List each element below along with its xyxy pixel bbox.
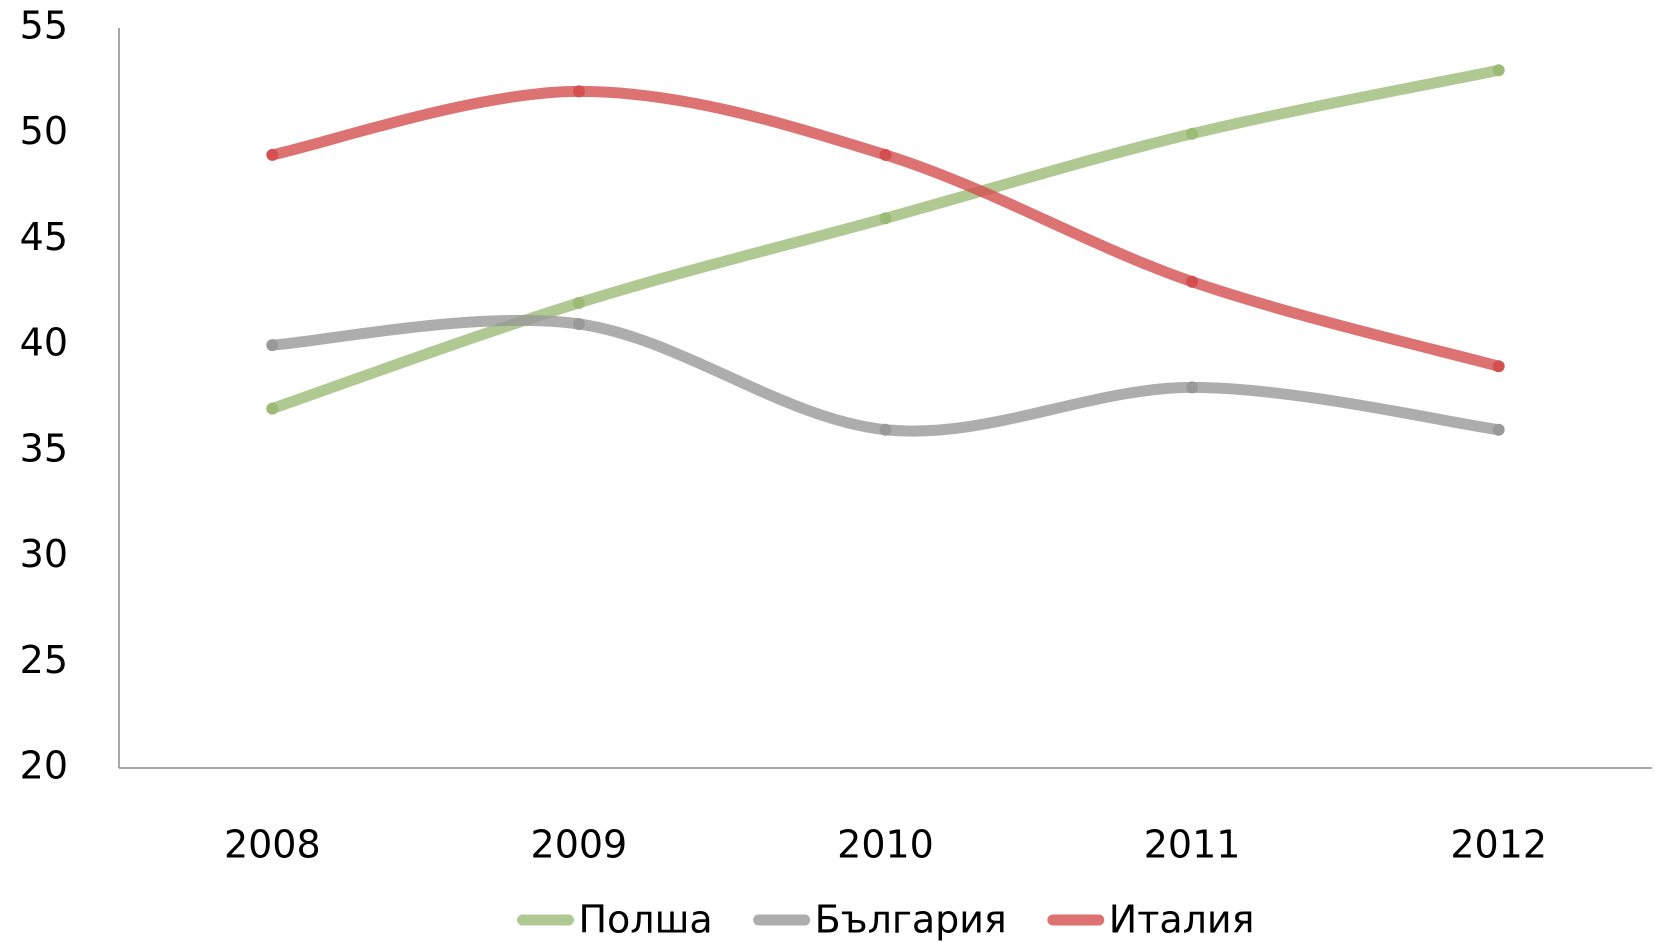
y-tick-label: 50 (20, 109, 68, 153)
data-point (572, 296, 585, 309)
data-point (266, 402, 279, 415)
y-tick-label: 25 (20, 638, 68, 682)
data-point (266, 339, 279, 352)
y-tick-label: 35 (20, 426, 68, 470)
data-point (879, 148, 892, 161)
data-point (1492, 64, 1505, 77)
data-point (1186, 275, 1199, 288)
data-point (1492, 423, 1505, 436)
legend-label: Италия (1109, 898, 1255, 942)
series-line (266, 314, 1505, 437)
x-tick-label: 2008 (224, 823, 321, 867)
y-tick-label: 40 (20, 321, 68, 365)
series-line (266, 64, 1505, 415)
x-tick-label: 2010 (837, 823, 934, 867)
y-tick-label: 55 (20, 4, 68, 48)
data-point (572, 85, 585, 98)
y-tick-label: 45 (20, 215, 68, 259)
y-tick-label: 20 (20, 744, 68, 788)
data-point (1492, 360, 1505, 373)
y-tick-label: 30 (20, 532, 68, 576)
data-point (266, 148, 279, 161)
legend-label: България (815, 898, 1007, 942)
data-point (879, 423, 892, 436)
data-point (1186, 127, 1199, 140)
data-point (879, 212, 892, 225)
legend-label: Полша (578, 898, 712, 942)
data-point (1186, 381, 1199, 394)
x-tick-label: 2012 (1450, 823, 1547, 867)
data-point (572, 318, 585, 330)
x-tick-label: 2011 (1144, 823, 1241, 867)
x-tick-label: 2009 (531, 823, 628, 867)
